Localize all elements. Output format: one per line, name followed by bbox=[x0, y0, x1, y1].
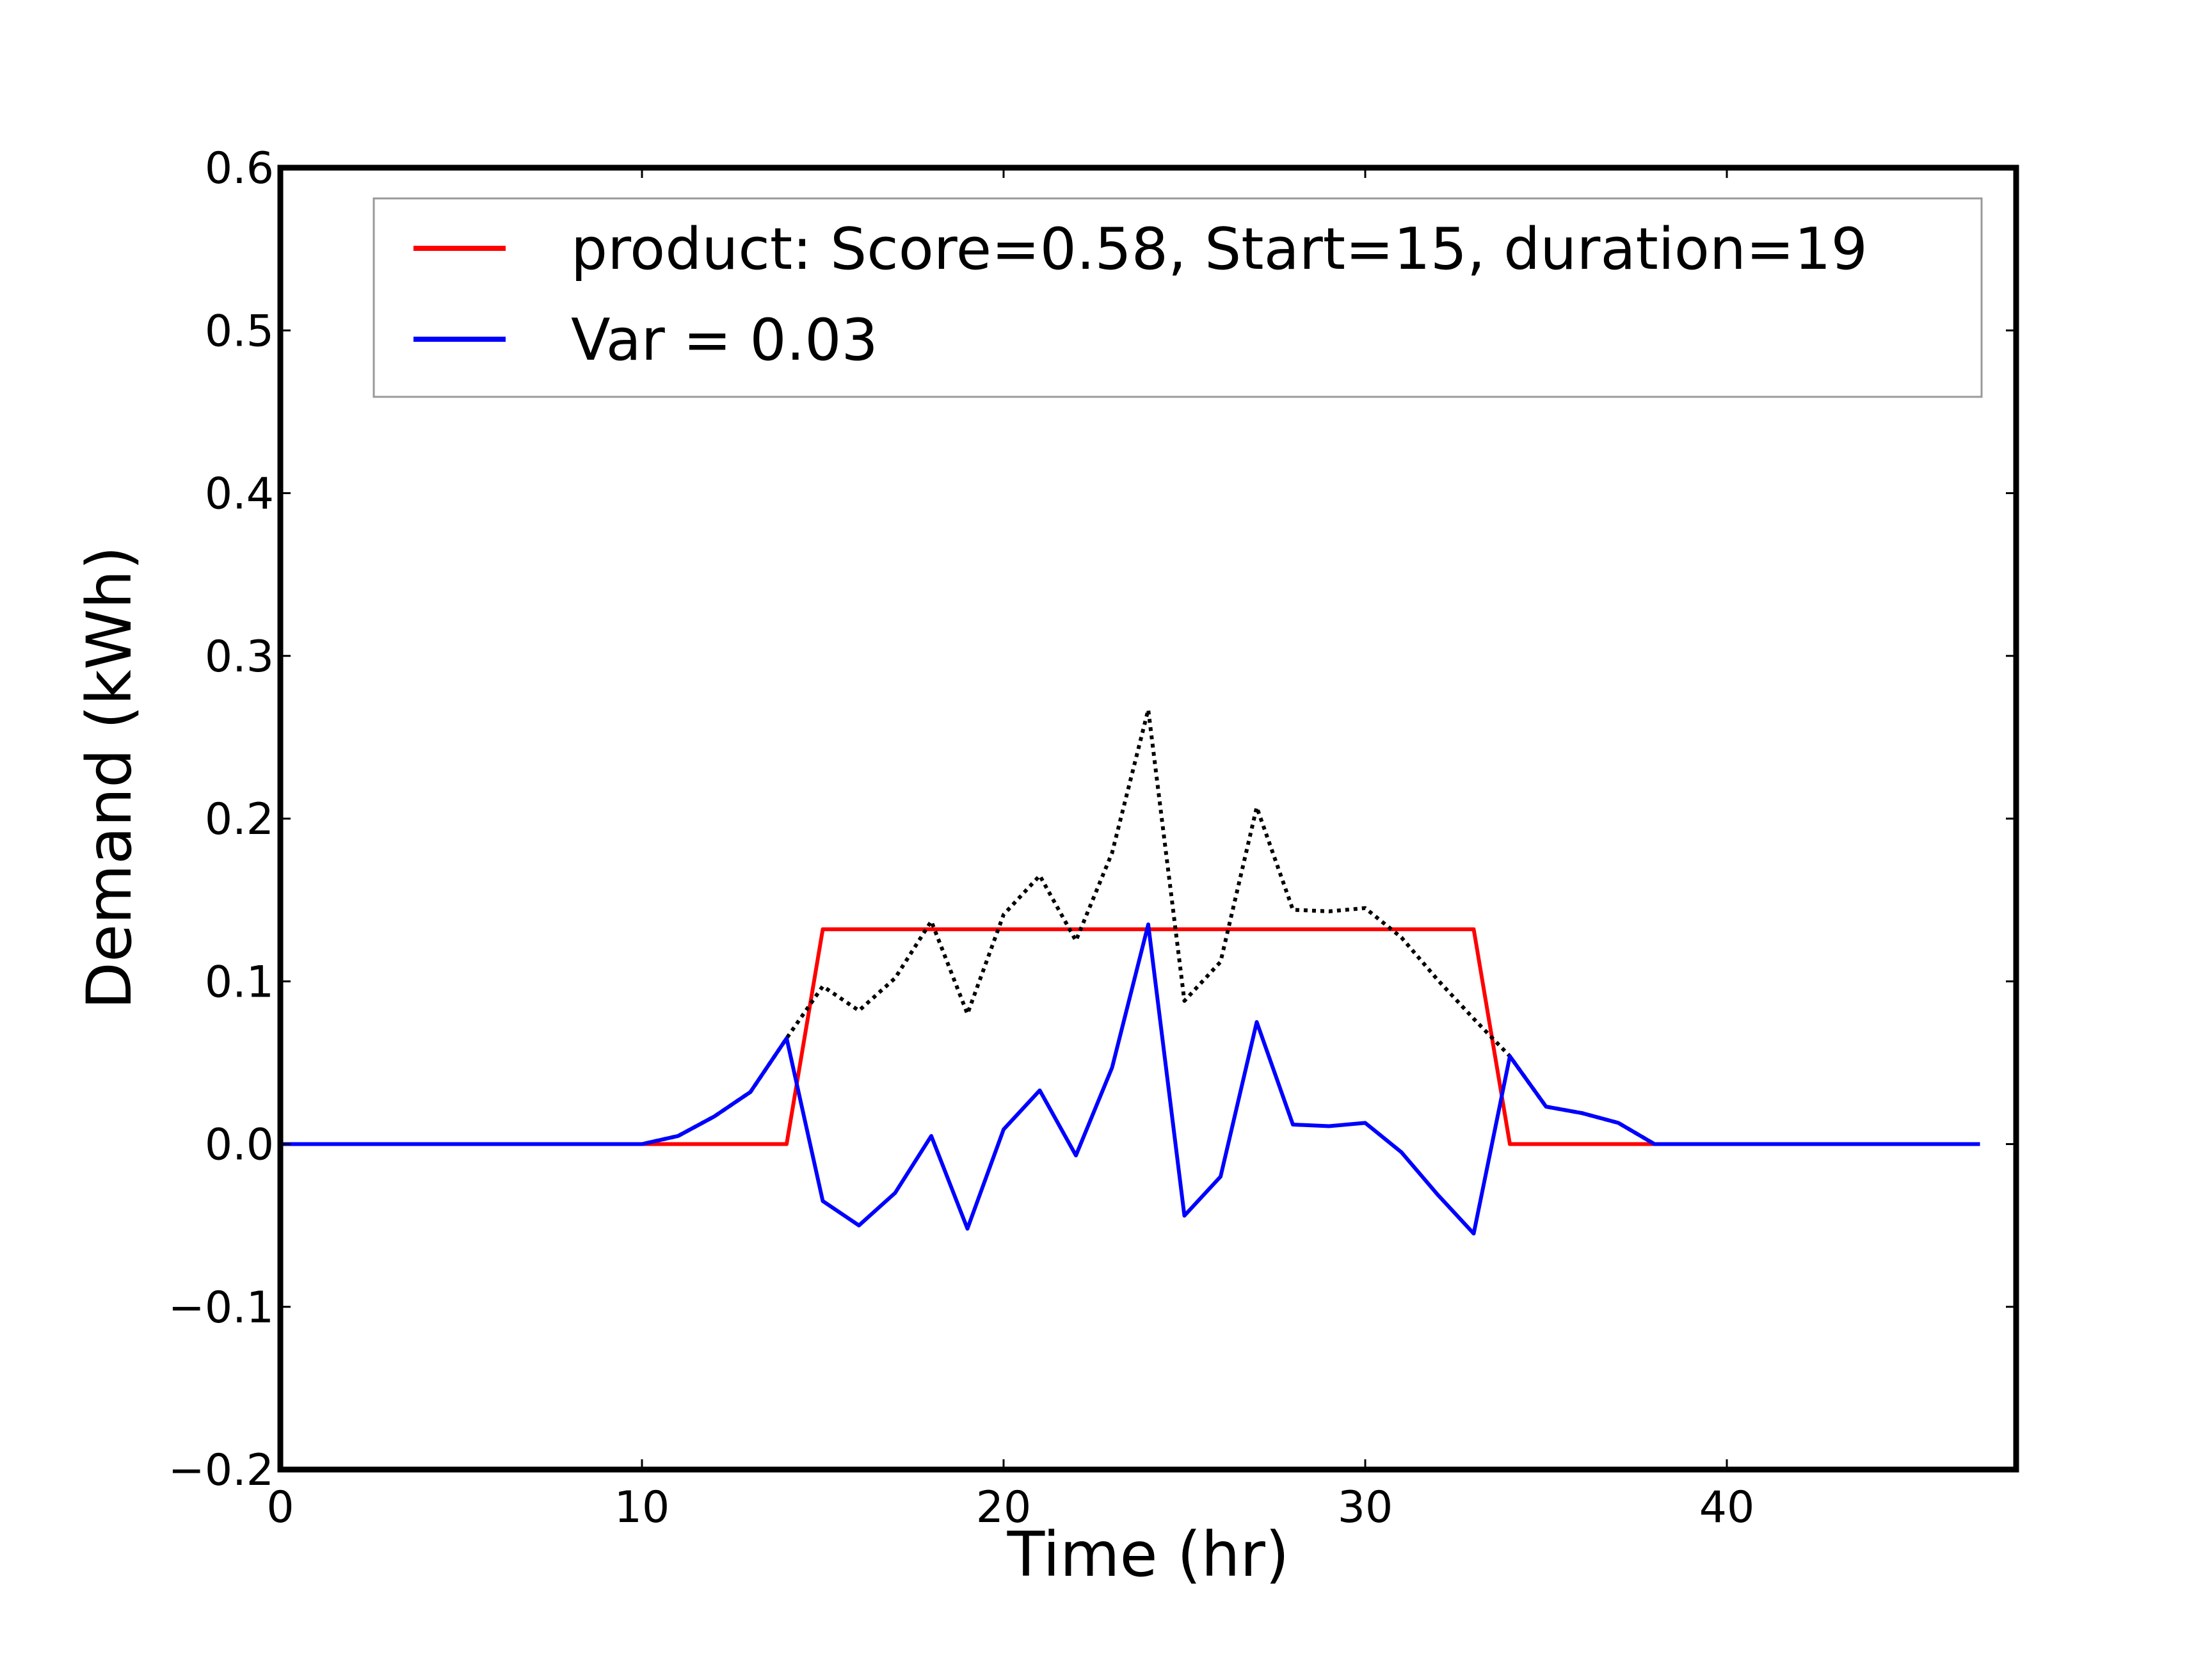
y-tick-label: −0.1 bbox=[168, 1283, 274, 1333]
series-line-var bbox=[280, 922, 1980, 1236]
legend: product: Score=0.58, Start=15, duration=… bbox=[373, 197, 1983, 398]
series-line-product bbox=[280, 927, 1980, 1146]
x-tick-label: 20 bbox=[976, 1482, 1032, 1533]
y-tick-label: 0.2 bbox=[205, 794, 274, 845]
x-tick-label: 30 bbox=[1338, 1482, 1393, 1533]
y-tick-label: 0.4 bbox=[205, 469, 274, 520]
y-tick-label: 0.3 bbox=[205, 632, 274, 682]
y-tick-label: −0.2 bbox=[168, 1445, 274, 1496]
axis-ticks: 0 10 20 30 40 −0.2 −0.1 0.0 0.1 0.2 0.3 0.4 0.5 0.6 bbox=[168, 143, 2016, 1533]
series-layer bbox=[280, 707, 1980, 1236]
y-tick-label: 0.0 bbox=[205, 1120, 274, 1171]
series-line-demand-dotted bbox=[280, 707, 1980, 1146]
legend-box bbox=[373, 197, 1983, 398]
x-axis-label: Time (hr) bbox=[1007, 1519, 1290, 1591]
legend-label-product: product: Score=0.58, Start=15, duration=… bbox=[571, 216, 1868, 283]
legend-label-var: Var = 0.03 bbox=[571, 307, 878, 374]
x-tick-label: 0 bbox=[266, 1482, 294, 1533]
y-tick-label: 0.5 bbox=[205, 306, 274, 357]
y-tick-label: 0.6 bbox=[205, 143, 274, 194]
x-tick-label: 10 bbox=[614, 1482, 670, 1533]
y-tick-label: 0.1 bbox=[205, 957, 274, 1007]
x-tick-label: 40 bbox=[1699, 1482, 1755, 1533]
y-axis-label: Demand (kWh) bbox=[74, 546, 145, 1009]
